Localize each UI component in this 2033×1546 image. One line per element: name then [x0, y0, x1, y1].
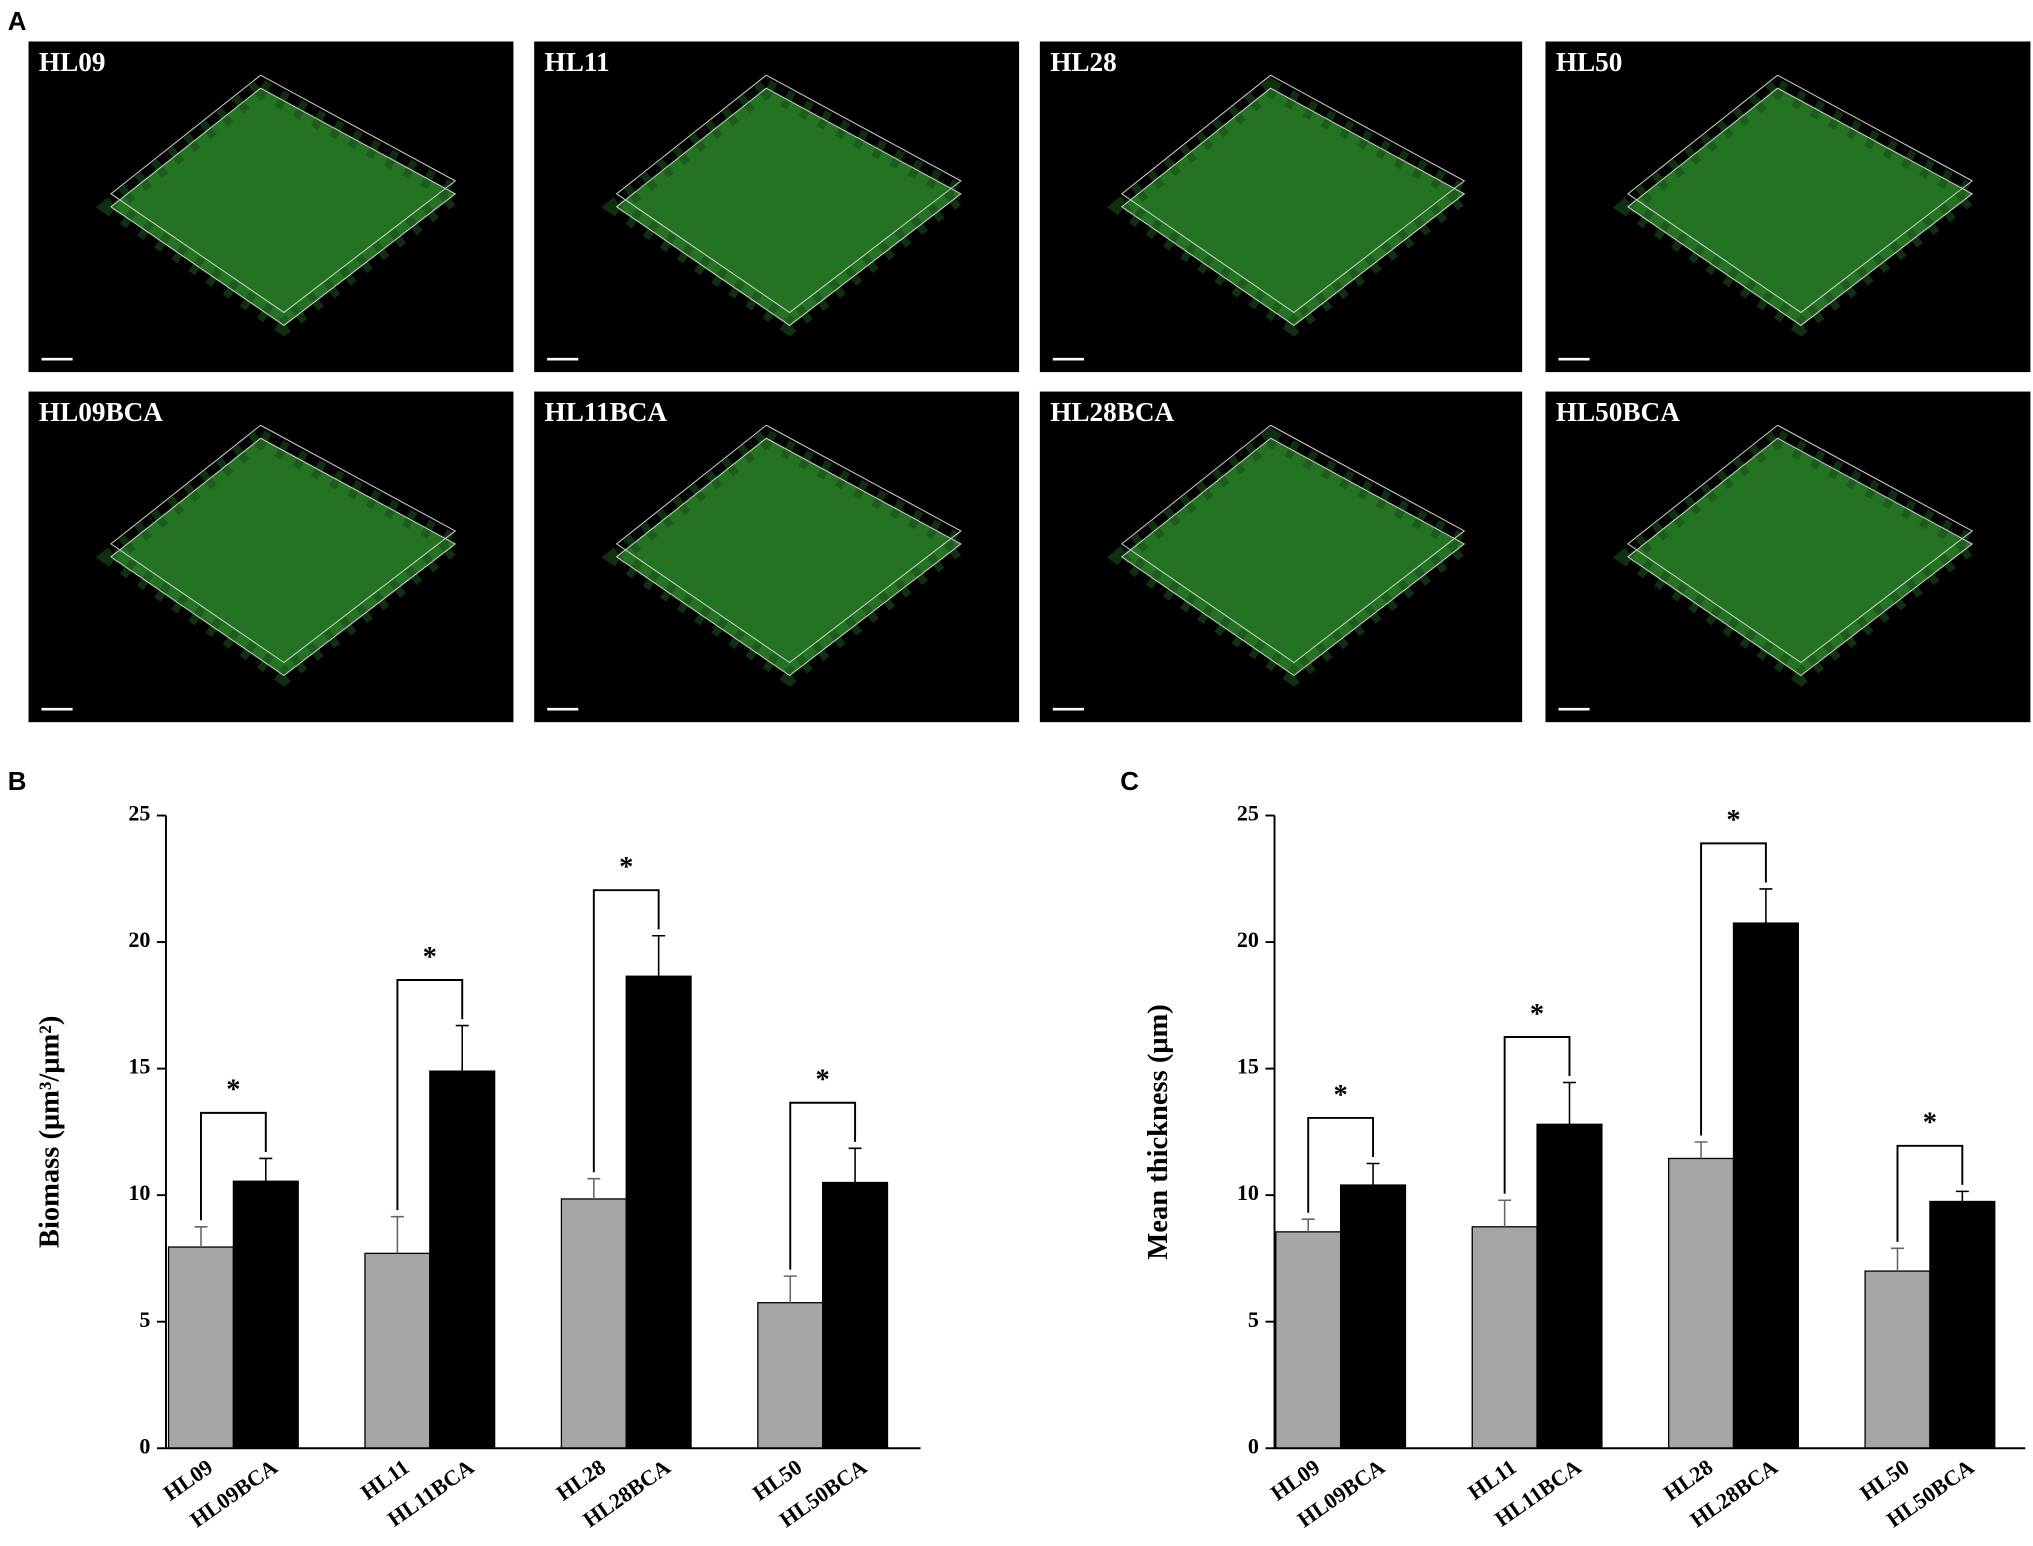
bar — [364, 1252, 431, 1449]
y-tick-label: 0 — [1248, 1433, 1259, 1458]
y-tick-label: 25 — [128, 801, 150, 826]
error-bar — [194, 1226, 208, 1248]
y-axis-label: Biomass (μm³/μm²) — [34, 1016, 65, 1248]
significance-bracket — [592, 889, 660, 1173]
error-bar — [455, 1024, 469, 1072]
error-bar — [1955, 1190, 1969, 1202]
y-tick-label: 5 — [1248, 1307, 1259, 1332]
bounding-box — [1627, 437, 1974, 677]
image-label: HL09BCA — [39, 397, 163, 427]
y-tick-label: 20 — [128, 927, 150, 952]
error-bar — [259, 1157, 273, 1182]
error-bar — [848, 1147, 862, 1183]
bar — [1864, 1270, 1931, 1449]
bar — [1668, 1157, 1735, 1449]
significance-bracket — [200, 1111, 267, 1221]
bounding-box — [110, 437, 457, 677]
bar — [1929, 1200, 1996, 1449]
bounding-box — [615, 74, 962, 314]
y-tick-label: 15 — [1237, 1054, 1259, 1079]
significance-star: * — [619, 852, 633, 883]
y-tick-label: 10 — [128, 1180, 150, 1205]
significance-bracket — [396, 979, 464, 1211]
y-tick-label: 10 — [1237, 1180, 1259, 1205]
bounding-box — [615, 424, 962, 664]
bounding-box — [110, 424, 457, 664]
image-label: HL50 — [1556, 47, 1623, 77]
bounding-box — [1627, 87, 1974, 327]
error-bar — [1759, 888, 1773, 924]
bar — [560, 1198, 627, 1449]
bar — [625, 975, 692, 1449]
bar — [1471, 1226, 1538, 1449]
bar — [1536, 1123, 1603, 1449]
bounding-box — [1120, 74, 1466, 314]
image-label: HL09 — [39, 47, 106, 77]
error-bar — [390, 1215, 404, 1254]
significance-bracket — [1896, 1144, 1964, 1242]
significance-bracket — [789, 1101, 857, 1270]
panel-label: A — [8, 8, 27, 36]
y-tick-label: 25 — [1237, 801, 1259, 826]
bounding-box — [1120, 424, 1466, 664]
image-label: HL28BCA — [1050, 397, 1174, 427]
panel-label: B — [8, 768, 27, 796]
bar — [167, 1246, 235, 1449]
error-bar — [1694, 1141, 1708, 1159]
bounding-box — [615, 437, 962, 677]
error-bar — [1498, 1199, 1512, 1227]
bar — [429, 1070, 496, 1449]
bounding-box — [1627, 74, 1974, 314]
y-axis-label: Mean thickness (μm) — [1143, 1004, 1174, 1259]
error-bar — [1562, 1081, 1576, 1125]
error-bar — [1301, 1218, 1315, 1232]
significance-star: * — [226, 1075, 240, 1106]
bounding-box — [1120, 437, 1466, 677]
bounding-box — [1120, 87, 1466, 327]
bounding-box — [110, 74, 457, 314]
image-label: HL11BCA — [545, 397, 668, 427]
significance-star: * — [1726, 805, 1740, 836]
significance-star: * — [1334, 1080, 1348, 1111]
significance-star: * — [816, 1065, 830, 1096]
y-tick-label: 5 — [139, 1307, 150, 1332]
error-bar — [587, 1177, 601, 1199]
significance-bracket — [1503, 1036, 1571, 1194]
significance-star: * — [1530, 999, 1544, 1030]
y-tick-label: 15 — [128, 1054, 150, 1079]
bar — [757, 1302, 824, 1449]
bounding-box — [110, 87, 457, 327]
significance-star: * — [1923, 1108, 1937, 1139]
image-label: HL50BCA — [1556, 397, 1680, 427]
y-tick-label: 0 — [139, 1433, 150, 1458]
bar — [1732, 922, 1799, 1449]
y-tick-label: 20 — [1237, 927, 1259, 952]
image-label: HL28 — [1050, 47, 1117, 77]
significance-bracket — [1307, 1116, 1375, 1213]
bar — [232, 1180, 299, 1449]
bounding-box — [615, 87, 962, 327]
error-bar — [1891, 1247, 1904, 1272]
significance-bracket — [1700, 842, 1767, 1136]
significance-star: * — [423, 942, 437, 973]
image-label: HL11 — [545, 47, 610, 77]
bounding-box — [1627, 424, 1974, 664]
panel-label: C — [1120, 768, 1139, 796]
bar — [822, 1181, 889, 1449]
error-bar — [1366, 1162, 1380, 1186]
error-bar — [652, 934, 666, 977]
error-bar — [783, 1275, 797, 1303]
bar — [1275, 1231, 1342, 1449]
bar — [1339, 1184, 1407, 1449]
